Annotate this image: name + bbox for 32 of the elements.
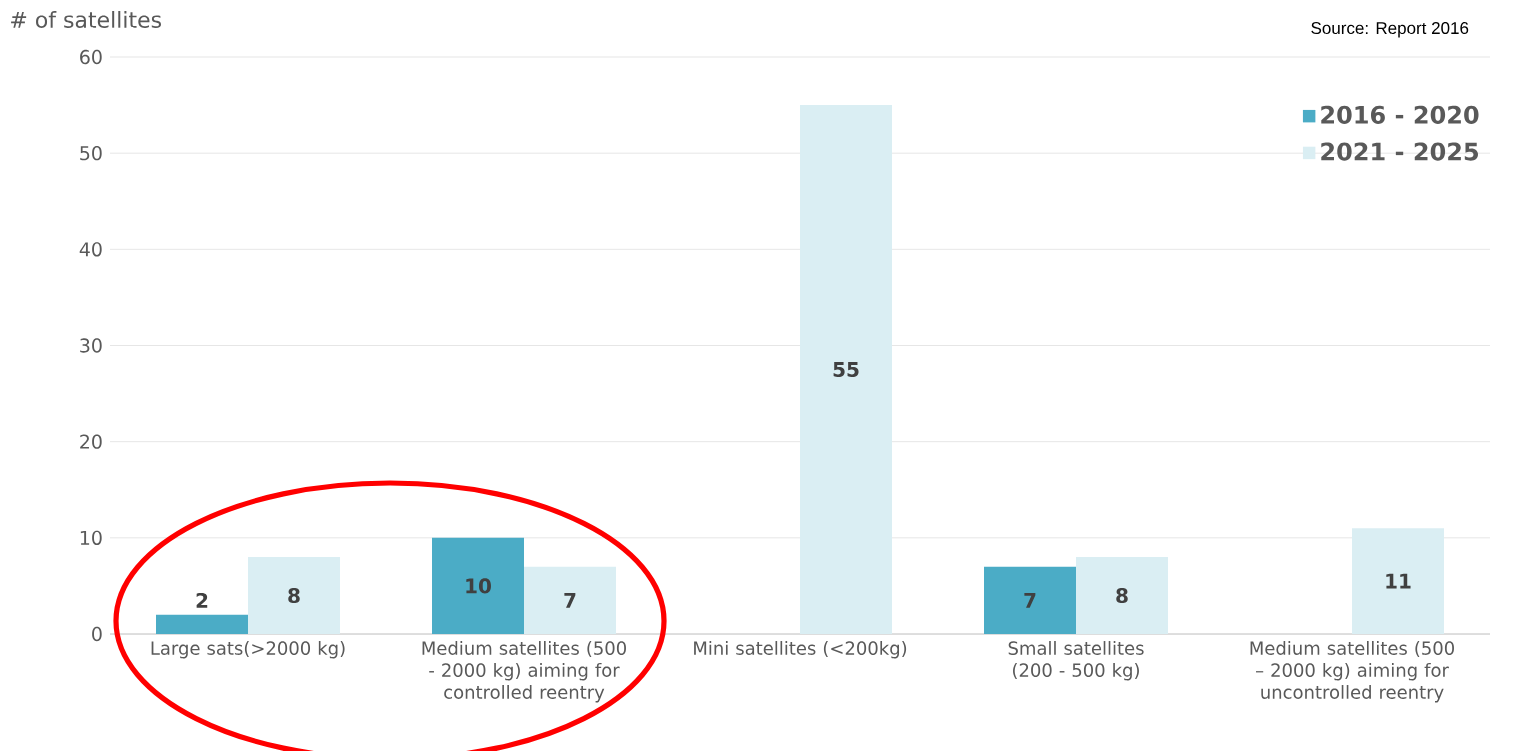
y-tick-label: 20 <box>80 434 102 449</box>
x-tick-label: Mini satellites (<200kg) <box>694 641 907 659</box>
data-label: 8 <box>288 587 300 604</box>
source-note: Source: Report 2016 <box>1311 22 1469 38</box>
bar <box>984 566 1076 634</box>
data-label: 55 <box>833 362 859 377</box>
x-tick-label: Medium satellites (500 – 2000 kg) aiming for uncontrolled reentry <box>1250 641 1454 703</box>
bar <box>248 557 340 634</box>
data-label: 7 <box>1024 593 1036 608</box>
y-axis-title: # of satellites <box>11 10 161 28</box>
bar <box>524 566 616 634</box>
y-tick-label: 60 <box>80 49 102 65</box>
data-label: 8 <box>1116 587 1128 604</box>
x-tick-label: Small satellites (200 - 500 kg) <box>1008 641 1144 681</box>
data-label: 7 <box>564 593 576 608</box>
y-tick-label: 10 <box>80 530 102 546</box>
data-label: 11 <box>1386 573 1411 589</box>
legend-label: 2016 - 2020 <box>1321 105 1479 124</box>
y-tick-label: 40 <box>79 242 102 257</box>
bar <box>432 537 524 634</box>
bar <box>156 614 248 634</box>
data-label: 2 <box>196 592 208 608</box>
legend-label: 2021 - 2025 <box>1321 142 1478 161</box>
y-tick-label: 50 <box>80 145 102 161</box>
bar <box>800 105 892 634</box>
y-tick-label: 0 <box>92 626 102 642</box>
x-tick-label: Medium satellites (500 - 2000 kg) aiming for controlled reentry <box>422 641 626 703</box>
y-tick-label: 30 <box>80 338 102 353</box>
bar <box>1076 557 1169 634</box>
data-label: 10 <box>466 578 491 594</box>
bar <box>1352 528 1445 634</box>
x-tick-label: Large sats(>2000 kg) <box>151 641 345 659</box>
